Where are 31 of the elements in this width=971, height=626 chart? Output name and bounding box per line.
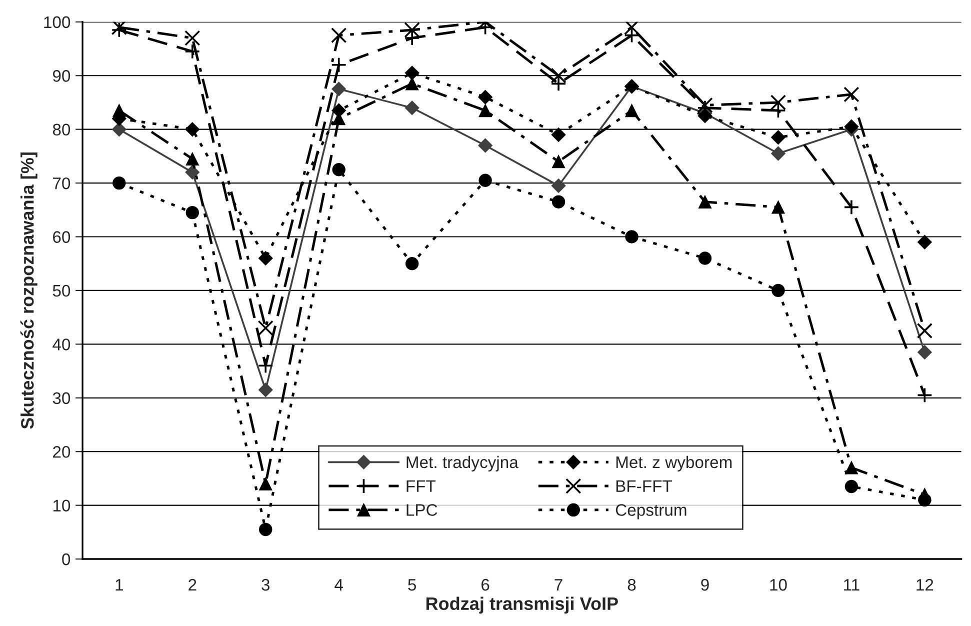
legend-label: BF-FFT xyxy=(616,480,672,492)
x-tick-label: 9 xyxy=(701,578,709,591)
y-tick-label: 90 xyxy=(52,70,70,82)
y-tick-label: 20 xyxy=(53,446,70,458)
x-tick-label: 10 xyxy=(770,578,787,591)
x-axis-title: Rodzaj transmisji VoIP xyxy=(426,596,618,614)
y-axis-title: Skuteczność rozpoznawania [%] xyxy=(20,152,38,429)
legend-label: Met. z wyborem xyxy=(616,456,732,472)
y-tick-label: 30 xyxy=(52,392,70,404)
legend-label: FFT xyxy=(406,480,436,492)
y-tick-label: 70 xyxy=(53,177,70,190)
x-tick-label: 11 xyxy=(844,579,860,591)
legend-label: Met. tradycyjna xyxy=(406,456,518,472)
legend-label: LPC xyxy=(406,504,438,516)
x-tick-label: 5 xyxy=(408,579,416,591)
y-tick-label: 0 xyxy=(62,553,70,566)
y-tick-label: 40 xyxy=(52,338,70,350)
x-tick-label: 4 xyxy=(334,579,343,591)
x-tick-label: 3 xyxy=(262,578,270,591)
x-tick-label: 7 xyxy=(554,579,562,591)
x-tick-label: 2 xyxy=(188,578,196,591)
x-tick-label: 1 xyxy=(116,579,123,591)
y-tick-label: 80 xyxy=(52,124,70,136)
y-tick-label: 50 xyxy=(52,284,70,297)
y-tick-label: 60 xyxy=(53,231,70,243)
y-tick-label: 100 xyxy=(44,16,70,28)
x-tick-label: 6 xyxy=(482,578,490,591)
x-tick-label: 12 xyxy=(916,578,934,591)
y-tick-label: 10 xyxy=(53,500,70,512)
x-tick-label: 8 xyxy=(628,578,636,591)
legend-label: Cepstrum xyxy=(616,504,686,520)
